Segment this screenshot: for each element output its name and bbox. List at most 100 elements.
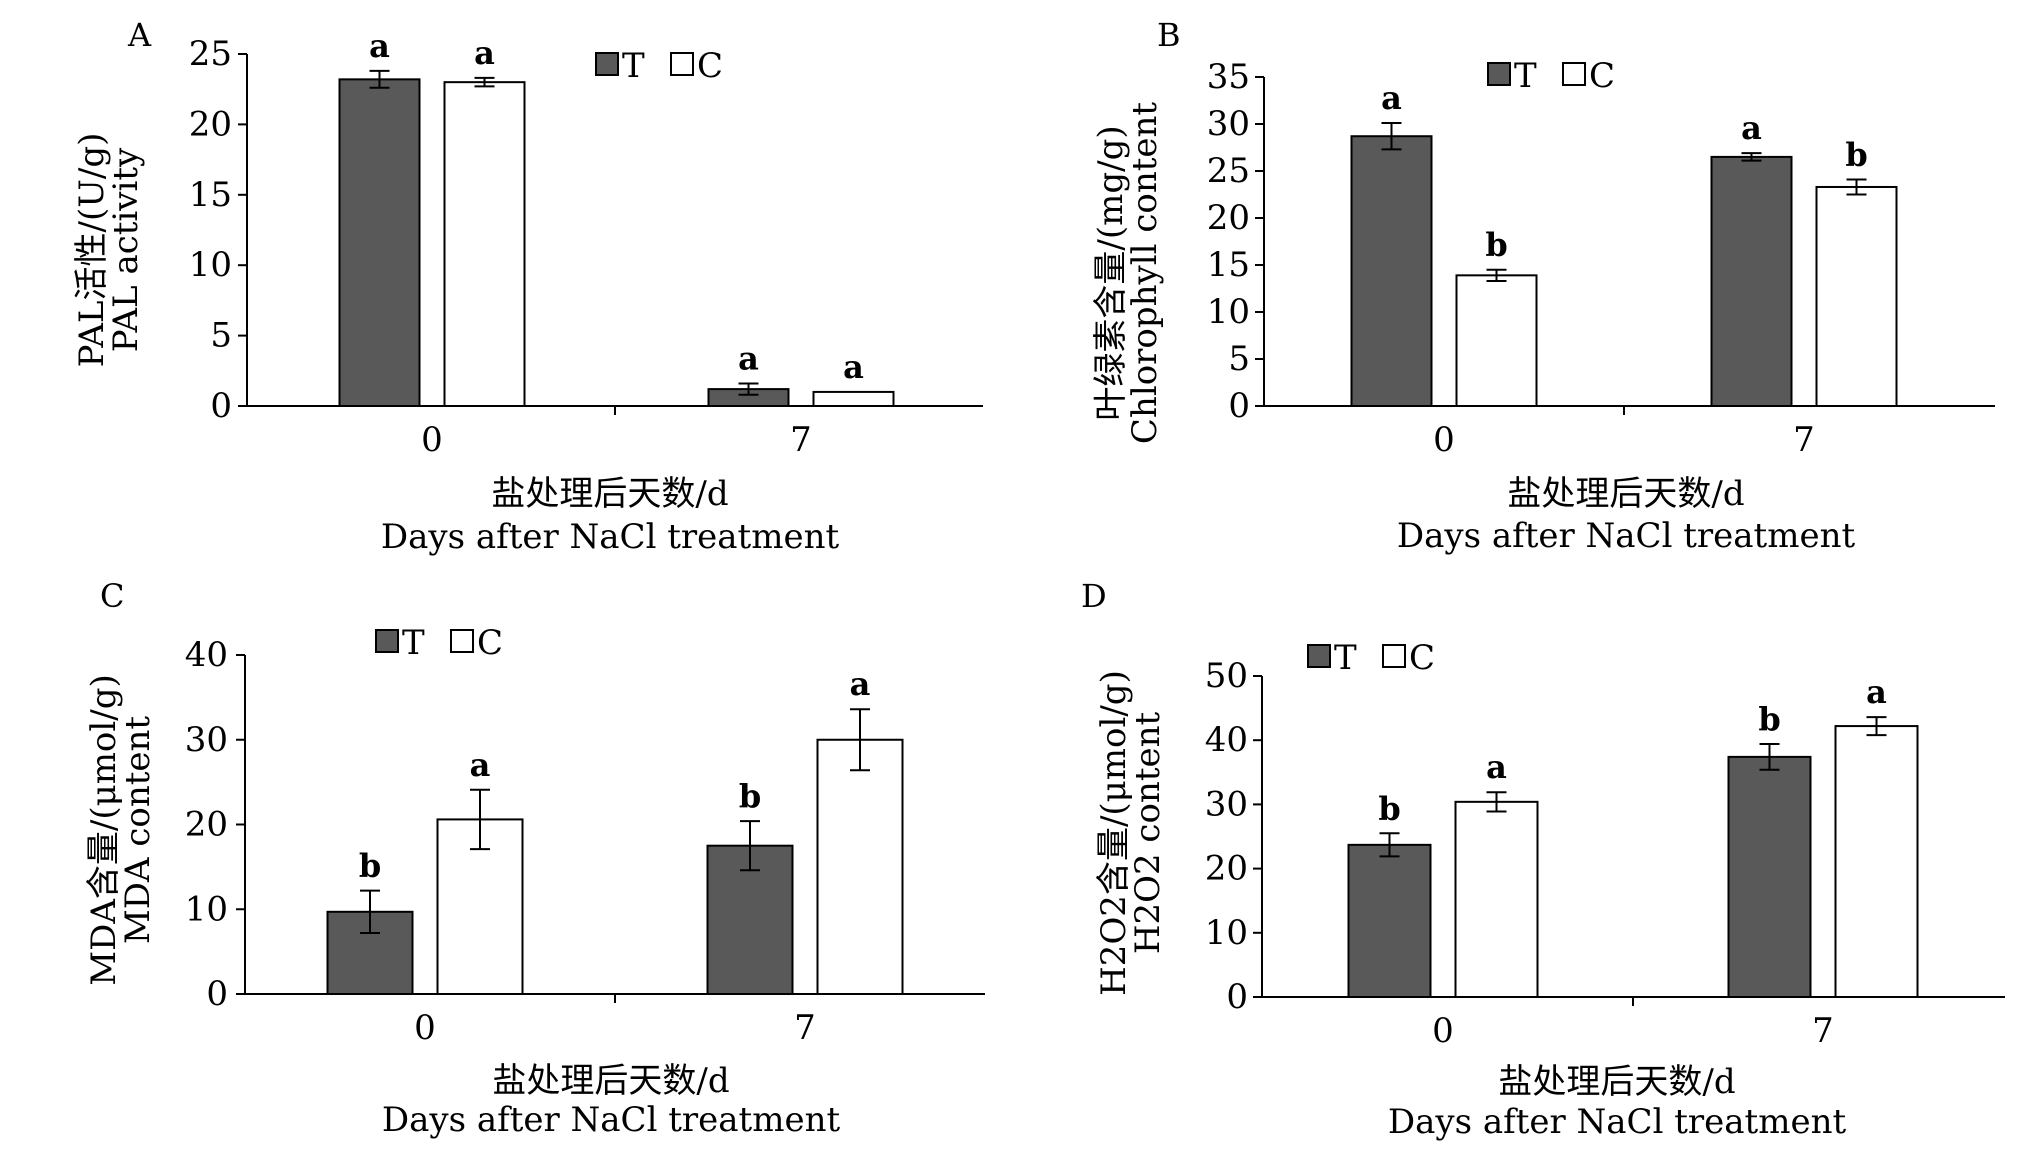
legend-swatch-c [1382, 644, 1406, 668]
legend-swatch-c [450, 629, 474, 653]
y-axis-label-en: Chlorophyll content [1125, 102, 1165, 444]
x-tick-label: 0 [421, 420, 443, 460]
legend-label: C [1409, 638, 1435, 678]
panel-d: D 0 10 20 30 40 50 0 b a 7 b a T C H2O2含量/(μmol/g)H2O2… [1081, 577, 2005, 1142]
significance-letter: b [1758, 700, 1780, 738]
bar-t [1347, 843, 1432, 999]
legend-label: T [1514, 56, 1537, 96]
legend-swatch-c [1562, 62, 1586, 86]
legend-label: C [477, 623, 503, 663]
y-tick-label: 10 [189, 245, 232, 285]
y-tick-label: 15 [1207, 245, 1250, 285]
panel-letter: A [127, 16, 152, 54]
y-tick-label: 20 [189, 104, 232, 144]
panel-letter: C [100, 577, 124, 615]
legend-label: T [1334, 638, 1357, 678]
y-tick-label: 10 [1205, 913, 1248, 953]
significance-letter: a [1486, 748, 1507, 786]
x-tick-label: 7 [1793, 420, 1815, 460]
y-tick-label: 20 [1207, 198, 1250, 238]
y-tick-label: 25 [1207, 151, 1250, 191]
y-tick-label: 25 [189, 34, 232, 74]
panel-letter: D [1081, 577, 1107, 615]
bar-c [1834, 725, 1919, 998]
significance-letter: a [738, 339, 759, 377]
panel-letter: B [1157, 16, 1181, 54]
significance-letter: a [843, 348, 864, 386]
significance-letter: b [739, 777, 761, 815]
legend-swatch-c [670, 52, 694, 76]
legend-swatch-t [1487, 62, 1511, 86]
x-axis-label-cn: 盐处理后天数/d [492, 1061, 729, 1101]
y-axis-label-cn: 叶绿素含量/(mg/g) [1091, 125, 1131, 420]
y-axis-label: H2O2含量/(μmol/g)H2O2 content [1094, 670, 1168, 996]
x-axis-label-cn: 盐处理后天数/d [491, 474, 728, 514]
y-axis-label: 叶绿素含量/(mg/g)Chlorophyll content [1091, 102, 1165, 444]
significance-letter: a [1866, 673, 1887, 711]
significance-letter: b [1845, 135, 1867, 173]
y-axis-label-en: H2O2 content [1128, 711, 1168, 954]
x-tick-label: 0 [1433, 420, 1455, 460]
bar-t [1350, 135, 1433, 407]
y-tick-label: 30 [1205, 784, 1248, 824]
y-tick-label: 30 [1207, 104, 1250, 144]
legend-swatch-t [375, 629, 399, 653]
significance-letter: a [850, 665, 871, 703]
significance-letter: a [1381, 79, 1402, 117]
y-tick-label: 0 [210, 386, 232, 426]
x-tick-label: 7 [794, 1008, 816, 1048]
x-tick-label: 0 [1432, 1011, 1454, 1051]
y-tick-label: 5 [210, 316, 232, 356]
y-tick-label: 10 [1207, 292, 1250, 332]
y-axis-label: PAL活性/(U/g)PAL activity [72, 133, 146, 368]
significance-letter: a [369, 27, 390, 65]
x-axis-label-en: Days after NaCl treatment [381, 517, 840, 557]
legend-swatch-t [1307, 644, 1331, 668]
bar-c [443, 81, 526, 407]
significance-letter: b [359, 847, 381, 885]
legend-label: C [1589, 56, 1615, 96]
y-tick-label: 0 [1226, 977, 1248, 1017]
bar-c [816, 738, 904, 995]
panel-b: B 0 5 10 15 20 25 30 35 0 a b 7 a b T C 叶绿素含量/(mg/g)Chlo… [1091, 16, 1995, 556]
y-axis-label-en: PAL activity [106, 147, 146, 352]
x-tick-label: 7 [1812, 1011, 1834, 1051]
legend-swatch-t [595, 52, 619, 76]
y-tick-label: 20 [185, 805, 228, 845]
y-tick-label: 20 [1205, 849, 1248, 889]
y-tick-label: 40 [185, 635, 228, 675]
significance-letter: b [1378, 789, 1400, 827]
bar-t [1710, 155, 1793, 407]
legend-label: C [697, 46, 723, 86]
x-axis-label-cn: 盐处理后天数/d [1498, 1062, 1735, 1102]
y-tick-label: 30 [185, 720, 228, 760]
y-axis-label-cn: H2O2含量/(μmol/g) [1094, 670, 1134, 996]
x-tick-label: 0 [414, 1008, 436, 1048]
y-axis-label: MDA含量/(μmol/g)MDA content [84, 674, 158, 986]
x-axis-label-en: Days after NaCl treatment [1397, 516, 1856, 556]
x-tick-label: 7 [790, 420, 812, 460]
y-tick-label: 40 [1205, 720, 1248, 760]
y-tick-label: 10 [185, 889, 228, 929]
y-tick-label: 35 [1207, 57, 1250, 97]
y-axis-label-cn: MDA含量/(μmol/g) [84, 674, 124, 986]
bar-c [812, 390, 895, 408]
bar-c [1815, 185, 1898, 407]
bar-t [1727, 755, 1812, 999]
significance-letter: b [1485, 226, 1507, 264]
x-axis-label-cn: 盐处理后天数/d [1507, 474, 1744, 514]
y-axis-label-en: MDA content [118, 716, 158, 945]
panel-c: C 0 10 20 30 40 0 b a 7 b a T C MDA含量/(μmol/g)MDA con… [84, 577, 985, 1140]
legend-label: T [402, 623, 425, 663]
significance-letter: a [474, 34, 495, 72]
y-tick-label: 50 [1205, 656, 1248, 696]
bar-t [338, 78, 421, 408]
y-axis-label-cn: PAL活性/(U/g) [72, 133, 112, 368]
y-tick-label: 0 [206, 974, 228, 1014]
x-axis-label-en: Days after NaCl treatment [382, 1100, 841, 1140]
significance-letter: a [1741, 109, 1762, 147]
legend-label: T [622, 46, 645, 86]
bar-c [1455, 274, 1538, 407]
bar-c [1454, 800, 1539, 998]
